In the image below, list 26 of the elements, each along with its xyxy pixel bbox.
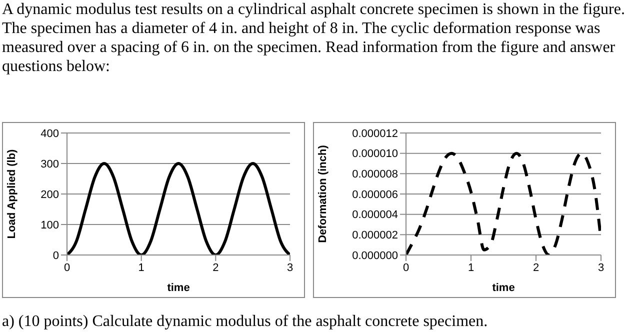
x-tick-label: 3 bbox=[598, 262, 604, 274]
y-axis-title: Deformation (inch) bbox=[316, 144, 329, 243]
text: A dynamic modulus test results on a cylindrical asphalt concrete specimen is shown in the figure. The specimen has a diameter of 4 in. and height of 8 in. The cyclic deformation response was measured over a spacing of 6 in. on the specimen. Read information from the figure and answer questions below: bbox=[2, 0, 626, 76]
x-tick-label: 3 bbox=[286, 262, 294, 274]
y-tick-label: 0.000010 bbox=[352, 148, 398, 160]
y-tick-label: 0.000002 bbox=[352, 230, 398, 242]
x-axis-title: time bbox=[167, 282, 190, 294]
y-tick-label: 100 bbox=[40, 219, 59, 232]
x-tick-label: 1 bbox=[138, 262, 144, 274]
y-tick-label: 300 bbox=[40, 158, 59, 170]
x-tick-label: 2 bbox=[532, 262, 540, 274]
y-tick-label: 0.000006 bbox=[352, 188, 398, 201]
x-tick-label: 1 bbox=[468, 262, 474, 274]
y-tick-label: 0.000008 bbox=[352, 168, 398, 181]
y-tick-label: 0.000004 bbox=[352, 209, 398, 222]
y-tick-label: 400 bbox=[40, 128, 59, 140]
y-tick-label: 0.000000 bbox=[352, 250, 398, 262]
x-axis-title: time bbox=[492, 282, 515, 294]
text: a) (10 points) Calculate dynamic modulus of the asphalt concrete specimen. bbox=[2, 312, 489, 331]
y-tick-label: 0.000012 bbox=[352, 128, 398, 140]
y-tick-label: 200 bbox=[40, 188, 59, 201]
y-tick-label: 0 bbox=[52, 250, 59, 262]
x-tick-label: 0 bbox=[402, 262, 410, 274]
x-tick-label: 2 bbox=[212, 262, 219, 274]
x-tick-label: 0 bbox=[64, 262, 70, 274]
y-axis-title: Load Applied (lb) bbox=[6, 148, 18, 239]
